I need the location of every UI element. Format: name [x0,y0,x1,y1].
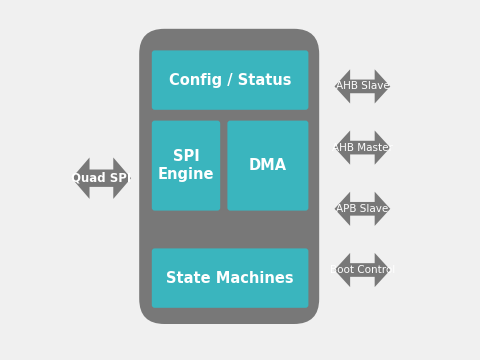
FancyBboxPatch shape [228,121,308,211]
Polygon shape [335,69,390,104]
Text: Boot Control: Boot Control [330,265,395,275]
Text: APB Slave: APB Slave [336,204,388,214]
FancyBboxPatch shape [152,248,308,308]
Polygon shape [335,131,390,165]
Text: AHB Master: AHB Master [332,143,393,153]
Text: State Machines: State Machines [166,271,294,285]
Polygon shape [335,253,390,287]
Text: Config / Status: Config / Status [169,73,291,87]
Text: AHB Slave: AHB Slave [336,81,389,91]
Polygon shape [72,158,131,199]
Text: SPI
Engine: SPI Engine [158,149,214,182]
FancyBboxPatch shape [139,29,319,324]
FancyBboxPatch shape [152,50,308,110]
FancyBboxPatch shape [152,121,220,211]
Text: DMA: DMA [249,158,287,173]
Polygon shape [335,192,390,226]
Text: Quad SPI: Quad SPI [71,172,132,185]
